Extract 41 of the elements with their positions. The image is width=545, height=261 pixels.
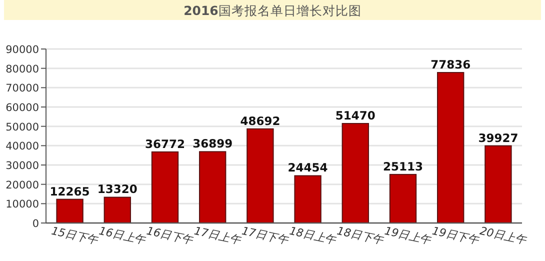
x-tick-label: 18日下午 (336, 224, 386, 248)
x-tick-label: 18日上午 (288, 224, 338, 248)
y-tick-label: 80000 (6, 63, 39, 76)
data-label: 39927 (478, 130, 518, 145)
data-label: 36899 (192, 136, 233, 151)
bar (199, 151, 226, 224)
data-label: 36772 (144, 136, 186, 151)
y-tick-label: 0 (32, 218, 39, 230)
data-label: 25113 (382, 159, 424, 174)
y-tick-label: 70000 (6, 82, 39, 95)
bar (104, 196, 131, 224)
x-tick-label: 17日下午 (240, 224, 290, 248)
y-tick-label: 90000 (6, 44, 39, 56)
y-tick-label: 10000 (6, 198, 39, 211)
bar (342, 122, 369, 224)
y-tick-label: 30000 (6, 160, 39, 172)
bar (437, 72, 464, 224)
data-label: 24454 (288, 160, 328, 175)
chart-title: 2016国考报名单日增长对比图 (184, 3, 362, 18)
data-label: 51470 (335, 108, 376, 122)
y-tick-label: 40000 (6, 140, 39, 153)
x-tick-label: 20日上午 (478, 224, 528, 248)
x-tick-label: 19日下午 (430, 224, 481, 248)
y-tick-label: 50000 (6, 121, 39, 134)
x-tick-label: 17日上午 (192, 224, 243, 248)
y-tick-label: 20000 (6, 179, 39, 192)
bar (246, 128, 274, 224)
data-label: 13320 (97, 182, 138, 196)
bar (484, 145, 512, 224)
bar (151, 151, 179, 224)
x-tick-label: 19日上午 (383, 224, 434, 248)
x-tick-label: 15日下午 (50, 224, 100, 248)
bar (294, 175, 322, 224)
y-tick-label: 60000 (6, 102, 39, 114)
data-label: 12265 (50, 184, 90, 198)
data-label: 48692 (240, 114, 280, 128)
x-tick-label: 16日下午 (145, 224, 196, 248)
bar (56, 198, 84, 224)
data-label: 77836 (430, 58, 471, 72)
bar (389, 174, 417, 224)
x-tick-label: 16日上午 (98, 224, 148, 248)
